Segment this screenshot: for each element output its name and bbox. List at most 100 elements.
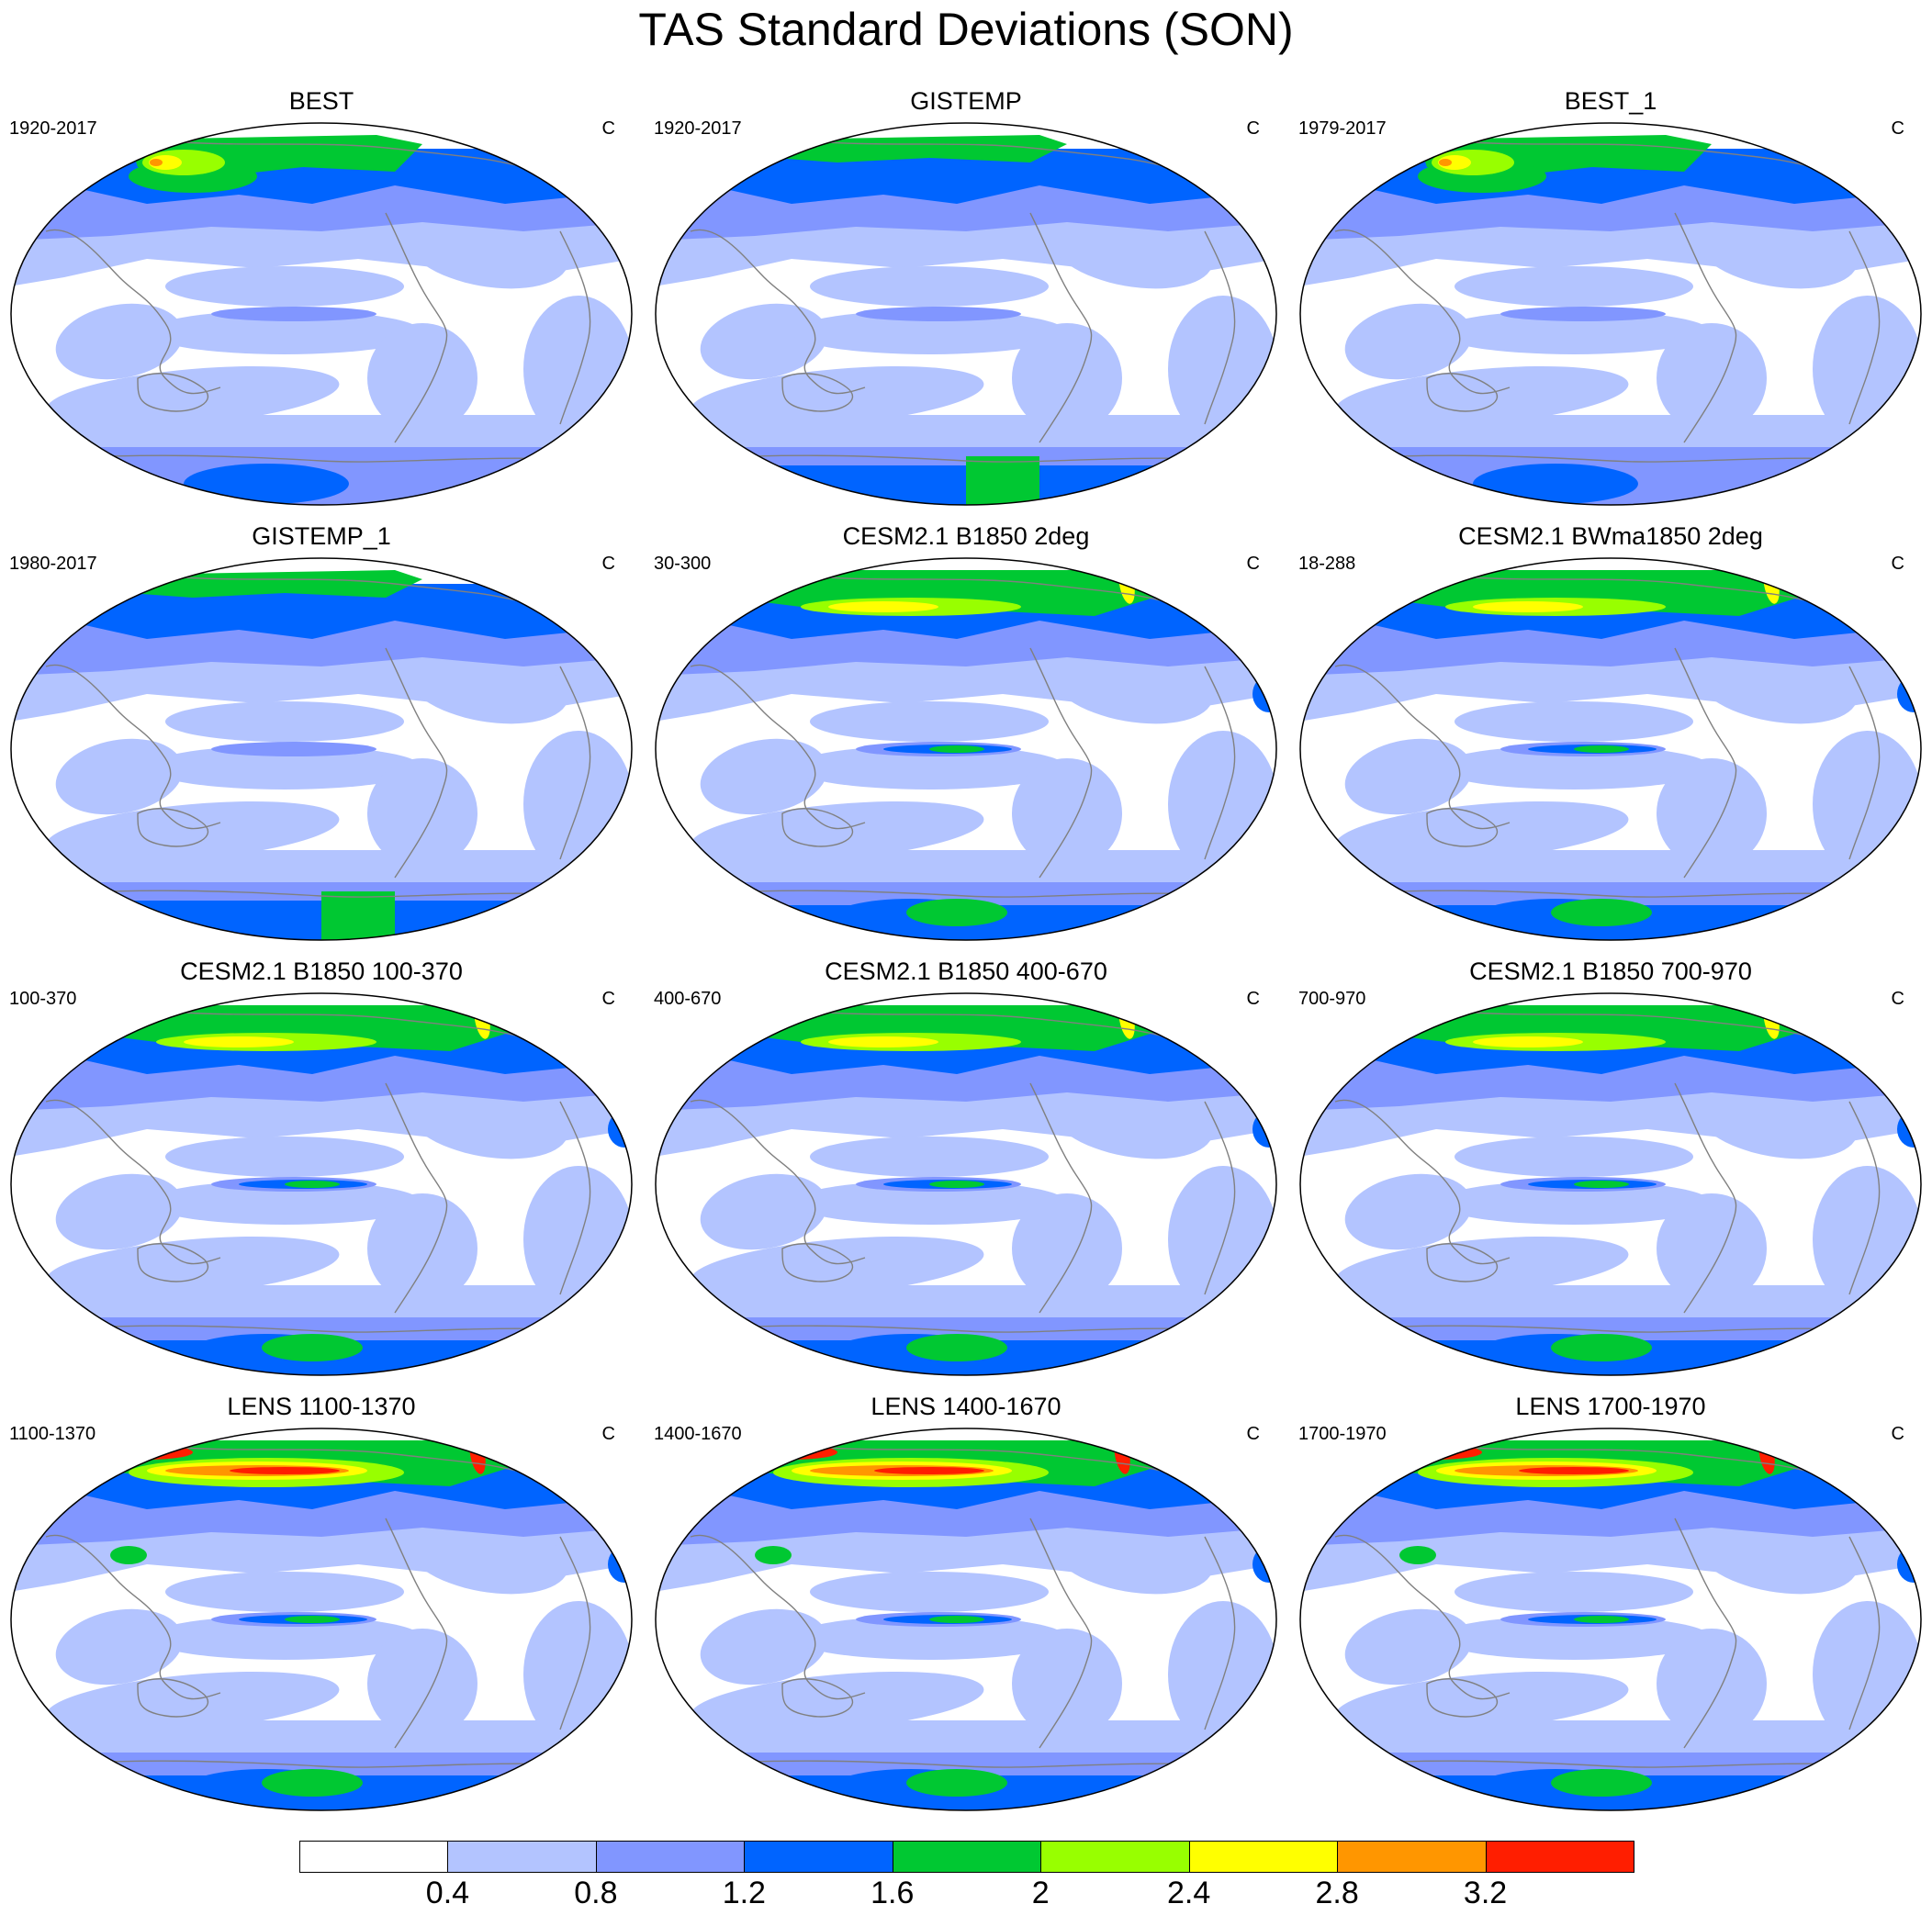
coastline-australia — [1426, 1243, 1499, 1282]
robinson-map — [655, 992, 1277, 1376]
equatorial-band — [792, 310, 1067, 354]
map-panel: LENS 1700-1970 1700-1970 C — [1289, 1392, 1932, 1823]
panel-title: GISTEMP_1 — [252, 522, 391, 550]
map-boundary — [1299, 992, 1922, 1376]
panel-title: BEST_1 — [1564, 87, 1657, 115]
north-pacific-band — [810, 1137, 1049, 1177]
arctic-yellow — [828, 1036, 938, 1047]
nino-green — [1574, 1616, 1629, 1623]
north-pacific-band — [810, 701, 1049, 742]
coastline-antarctica — [656, 890, 1276, 899]
colorbar-tick-label: 3.2 — [1463, 1876, 1508, 1910]
coastline-americas — [1029, 647, 1093, 879]
robinson-map — [10, 1428, 633, 1811]
coastline-australia — [781, 1678, 854, 1718]
coastline-arctic — [791, 1009, 1169, 1038]
colorbar-box — [595, 1841, 746, 1873]
equatorial-band — [147, 745, 422, 790]
panel-period-label: 18-288 — [1298, 554, 1356, 574]
coastline-asia — [1334, 664, 1511, 830]
panel-units-label: C — [1891, 1424, 1904, 1444]
coastline-americas — [385, 1082, 448, 1314]
asia-region — [1344, 303, 1473, 380]
asia-region — [1344, 1173, 1473, 1250]
antarctic-green — [262, 1334, 363, 1361]
colorbar-box — [447, 1841, 597, 1873]
australia-region — [1409, 1244, 1482, 1290]
coastline-americas — [1674, 212, 1737, 443]
eastern-pacific-band — [211, 742, 376, 756]
map-boundary — [655, 557, 1277, 941]
coastline-americas — [1029, 1082, 1093, 1314]
coastline-asia — [45, 1534, 221, 1700]
map-panel: BEST 1920-2017 C — [0, 86, 643, 518]
antarctic-strong — [184, 464, 349, 504]
australia-region — [119, 1679, 193, 1725]
panel-units-label: C — [1891, 118, 1904, 139]
coastline-americas — [385, 1517, 448, 1749]
map-panel: CESM2.1 BWma1850 2deg 18-288 C — [1289, 521, 1932, 953]
coastline-americas — [1674, 647, 1737, 879]
colorbar-tick-label: 0.8 — [574, 1876, 618, 1910]
colorbar-tick-label: 2.4 — [1167, 1876, 1211, 1910]
panel-period-label: 700-970 — [1298, 989, 1366, 1009]
siberia-red — [101, 1445, 193, 1460]
equatorial-band — [147, 1181, 422, 1225]
equatorial-band — [1436, 745, 1712, 790]
colorbar-box — [1337, 1841, 1487, 1873]
south-america-region — [367, 1629, 477, 1739]
coastline-australia — [781, 373, 854, 412]
map-boundary — [10, 1428, 633, 1811]
colorbar-box — [744, 1841, 893, 1873]
panel-title: CESM2.1 B1850 700-970 — [1469, 958, 1752, 985]
map-boundary — [10, 557, 633, 941]
coastline-arctic — [1435, 574, 1814, 603]
antarctic-green — [966, 456, 1039, 505]
coastline-asia — [690, 229, 866, 395]
coastline-americas — [1674, 1517, 1737, 1749]
australia-region — [764, 374, 837, 420]
colorbar-tick-label: 0.4 — [425, 1876, 470, 1910]
coastline-australia — [781, 1243, 854, 1282]
equatorial-band — [792, 745, 1067, 790]
siberia-yellow — [1438, 155, 1471, 170]
panel-period-label: 1979-2017 — [1298, 118, 1387, 139]
asia-region — [55, 303, 184, 380]
robinson-map — [1299, 992, 1922, 1376]
coastline-australia — [137, 808, 209, 847]
coastline-australia — [137, 1678, 209, 1718]
siberia-orange — [1439, 159, 1452, 166]
colorbar-box — [892, 1841, 1042, 1873]
map-boundary — [655, 1428, 1277, 1811]
australia-region — [119, 1244, 193, 1290]
south-america-region — [1657, 323, 1767, 433]
asia-region — [55, 1173, 184, 1250]
siberia-orange — [150, 159, 163, 166]
north-pacific-band — [1455, 1137, 1693, 1177]
map-panel: BEST_1 1979-2017 C — [1289, 86, 1932, 518]
coastline-antarctica — [11, 1760, 632, 1769]
antarctic-green — [906, 1769, 1007, 1797]
coastline-americas — [385, 212, 448, 443]
asia-region — [700, 738, 828, 815]
colorbar — [299, 1841, 1634, 1875]
colorbar-box — [1485, 1841, 1634, 1873]
coastline-antarctica — [11, 890, 632, 899]
equatorial-band — [147, 1616, 422, 1660]
map-boundary — [655, 122, 1277, 506]
arctic-green — [129, 570, 422, 598]
panel-period-label: 30-300 — [654, 554, 712, 574]
arctic-yellow — [828, 601, 938, 612]
coastline-africa — [559, 1101, 591, 1295]
coastline-arctic — [146, 1444, 524, 1473]
panel-period-label: 1980-2017 — [9, 554, 97, 574]
coastline-australia — [1426, 373, 1499, 412]
asia-region — [1344, 1608, 1473, 1685]
panel-units-label: C — [601, 118, 615, 139]
panel-period-label: 1100-1370 — [9, 1424, 96, 1444]
coastline-antarctica — [656, 454, 1276, 464]
robinson-map — [1299, 557, 1922, 941]
coastline-antarctica — [1300, 1325, 1921, 1334]
eastern-pacific-band — [211, 307, 376, 321]
coastline-australia — [1426, 808, 1499, 847]
